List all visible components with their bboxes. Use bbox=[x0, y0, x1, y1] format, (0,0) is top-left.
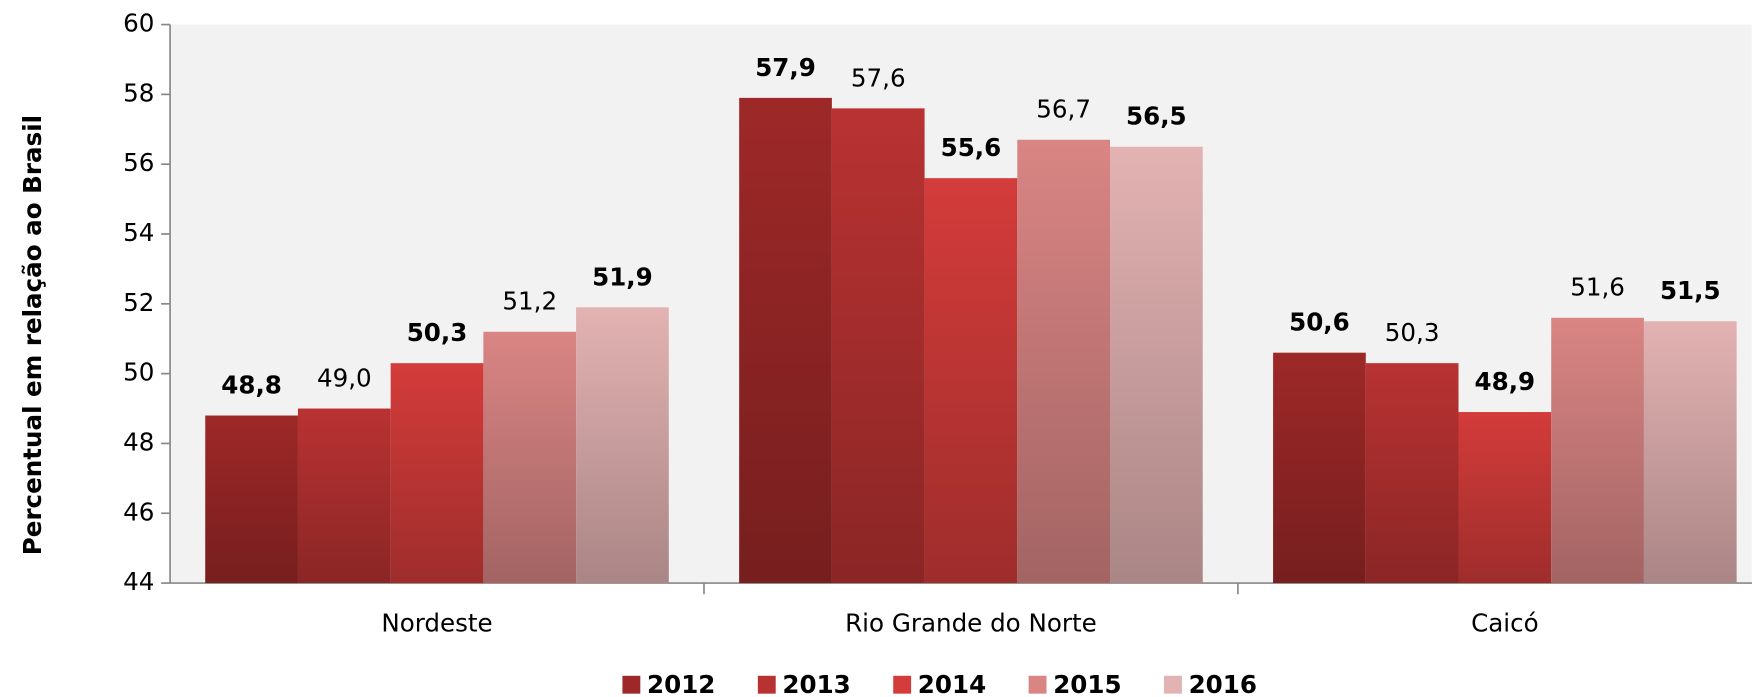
legend-swatch bbox=[757, 675, 776, 694]
bar-shade bbox=[739, 97, 832, 584]
legend-label: 2016 bbox=[1189, 670, 1257, 697]
data-label: 50,3 bbox=[1385, 318, 1440, 347]
data-label: 56,5 bbox=[1126, 102, 1187, 131]
y-tick-label: 56 bbox=[123, 148, 154, 177]
legend-label: 2014 bbox=[918, 670, 986, 697]
bar-shade bbox=[1551, 317, 1644, 584]
legend-label: 2012 bbox=[647, 670, 715, 697]
data-label: 51,6 bbox=[1570, 273, 1625, 302]
data-label: 55,6 bbox=[941, 133, 1002, 162]
bar-shade bbox=[297, 408, 391, 584]
bar-shade bbox=[1110, 146, 1203, 584]
data-label: 50,3 bbox=[407, 318, 468, 347]
y-tick-label: 52 bbox=[123, 288, 154, 317]
data-label: 57,9 bbox=[755, 53, 816, 82]
x-tick-label: Nordeste bbox=[381, 608, 492, 637]
bar-shade bbox=[1273, 352, 1366, 584]
x-tick-label: Caicó bbox=[1471, 608, 1539, 637]
y-tick-label: 48 bbox=[123, 427, 154, 456]
bar-shade bbox=[483, 331, 577, 584]
data-label: 51,9 bbox=[592, 262, 653, 291]
y-tick-label: 58 bbox=[123, 78, 154, 107]
legend-label: 2013 bbox=[782, 670, 850, 697]
bar-shade bbox=[1643, 321, 1737, 584]
x-tick-label: Rio Grande do Norte bbox=[845, 608, 1097, 637]
legend-swatch bbox=[622, 675, 641, 694]
data-label: 49,0 bbox=[317, 363, 372, 392]
bar-shade bbox=[831, 108, 925, 584]
y-tick-label: 54 bbox=[123, 218, 154, 247]
legend-swatch bbox=[893, 675, 912, 694]
bar-shade bbox=[1365, 363, 1459, 584]
bar-shade bbox=[205, 415, 298, 584]
bar-shade bbox=[390, 363, 484, 584]
y-tick-label: 46 bbox=[123, 497, 154, 526]
legend-label: 2015 bbox=[1053, 670, 1121, 697]
legend-swatch bbox=[1028, 675, 1047, 694]
bar-shade bbox=[1458, 412, 1552, 584]
data-label: 51,2 bbox=[502, 287, 557, 316]
data-label: 48,8 bbox=[221, 370, 282, 399]
data-label: 57,6 bbox=[851, 63, 906, 92]
data-label: 56,7 bbox=[1036, 95, 1091, 124]
legend-swatch bbox=[1164, 675, 1182, 694]
bar-shade bbox=[576, 307, 669, 584]
y-axis-label: Percentual em relação ao Brasil bbox=[18, 115, 47, 555]
y-tick-label: 44 bbox=[123, 567, 154, 596]
data-label: 51,5 bbox=[1660, 276, 1721, 305]
data-label: 50,6 bbox=[1289, 308, 1350, 337]
y-tick-label: 60 bbox=[123, 9, 154, 38]
data-label: 48,9 bbox=[1475, 367, 1536, 396]
bar-shade bbox=[924, 178, 1018, 584]
bar-shade bbox=[1017, 139, 1111, 584]
y-tick-label: 50 bbox=[123, 358, 154, 387]
